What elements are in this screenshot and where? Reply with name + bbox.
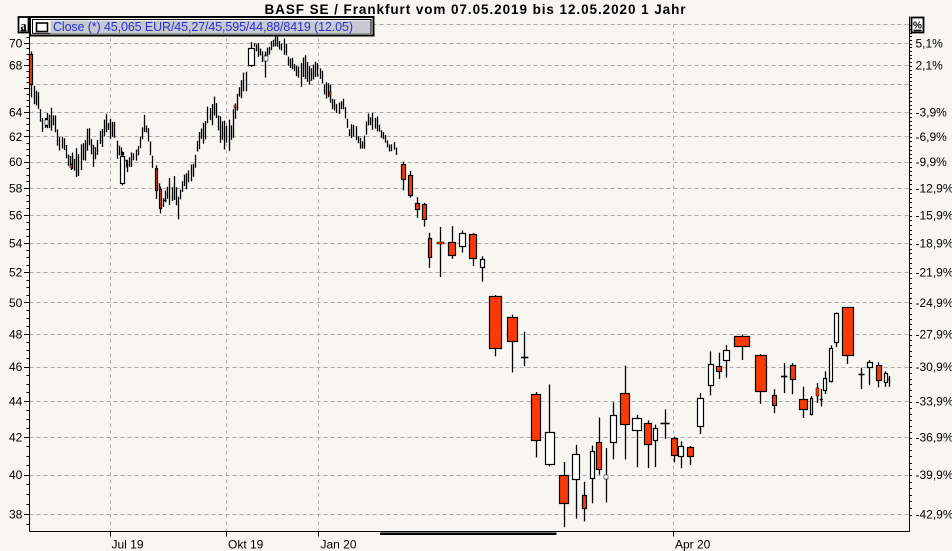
svg-text:54: 54 xyxy=(9,237,23,251)
svg-text:58: 58 xyxy=(9,181,23,195)
svg-text:-42,9%: -42,9% xyxy=(916,508,952,522)
svg-text:-39,9%: -39,9% xyxy=(916,468,952,482)
svg-text:-21,9%: -21,9% xyxy=(916,266,952,280)
svg-text:-3,9%: -3,9% xyxy=(916,105,948,119)
svg-text:-9,9%: -9,9% xyxy=(916,155,948,169)
svg-text:40: 40 xyxy=(9,468,23,482)
svg-text:Close (*) 45,065 EUR/45,27/45,: Close (*) 45,065 EUR/45,27/45,595/44,88/… xyxy=(53,20,353,34)
svg-text:60: 60 xyxy=(9,155,23,169)
svg-text:Okt 19: Okt 19 xyxy=(228,538,264,551)
svg-text:46: 46 xyxy=(9,360,23,374)
svg-text:5,1%: 5,1% xyxy=(916,36,944,50)
svg-text:-27,9%: -27,9% xyxy=(916,327,952,341)
svg-text:BASF SE / Frankfurt vom 07.05.: BASF SE / Frankfurt vom 07.05.2019 bis 1… xyxy=(265,2,687,17)
svg-text:52: 52 xyxy=(9,266,23,280)
svg-text:44: 44 xyxy=(9,395,23,409)
svg-text:68: 68 xyxy=(9,59,23,73)
svg-text:70: 70 xyxy=(9,36,23,50)
svg-text:-36,9%: -36,9% xyxy=(916,430,952,444)
svg-text:42: 42 xyxy=(9,430,23,444)
svg-text:-6,9%: -6,9% xyxy=(916,130,948,144)
svg-text:64: 64 xyxy=(9,105,23,119)
svg-text:Jul 19: Jul 19 xyxy=(112,538,144,551)
svg-text:%: % xyxy=(913,21,922,32)
svg-text:56: 56 xyxy=(9,208,23,222)
svg-text:-24,9%: -24,9% xyxy=(916,296,952,310)
svg-text:Apr 20: Apr 20 xyxy=(675,538,711,551)
svg-text:48: 48 xyxy=(9,327,23,341)
svg-text:2,1%: 2,1% xyxy=(916,59,944,73)
svg-text:-30,9%: -30,9% xyxy=(916,360,952,374)
svg-text:-12,9%: -12,9% xyxy=(916,181,952,195)
svg-text:-15,9%: -15,9% xyxy=(916,208,952,222)
svg-text:-18,9%: -18,9% xyxy=(916,237,952,251)
svg-text:38: 38 xyxy=(9,508,23,522)
svg-text:a: a xyxy=(20,19,27,33)
svg-text:50: 50 xyxy=(9,296,23,310)
svg-text:-33,9%: -33,9% xyxy=(916,395,952,409)
svg-text:Jan 20: Jan 20 xyxy=(321,538,357,551)
svg-text:62: 62 xyxy=(9,130,23,144)
